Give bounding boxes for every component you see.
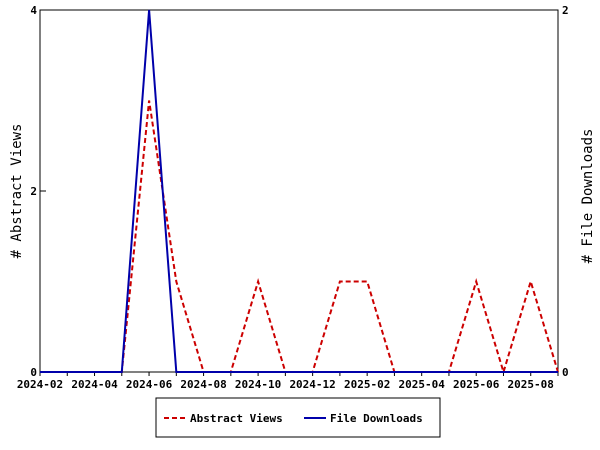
legend-box <box>155 397 441 438</box>
x-tick-label: 2024-08 <box>180 378 226 391</box>
x-tick-label: 2024-12 <box>289 378 335 391</box>
x-tick-label: 2025-06 <box>453 378 500 391</box>
x-tick-label: 2025-02 <box>344 378 390 391</box>
y-axis-right-title: # File Downloads <box>580 129 596 264</box>
series-line-file-downloads <box>40 9 558 373</box>
x-tick-label: 2024-04 <box>71 378 118 391</box>
y-axis-left-title: # Abstract Views <box>9 124 25 259</box>
series-group <box>40 9 559 376</box>
x-tick-label: 2024-06 <box>126 378 173 391</box>
y-right-tick-label: 2 <box>562 4 569 17</box>
legend-label-abstract-views: Abstract Views <box>190 412 283 425</box>
y-left-tick-label: 2 <box>30 185 37 198</box>
x-tick-label: 2024-10 <box>235 378 281 391</box>
x-axis: 2024-02 2024-04 2024-06 2024-08 2024-10 2024-… <box>17 372 559 391</box>
x-tick-label: 2024-02 <box>17 378 63 391</box>
plot-area <box>39 9 559 373</box>
x-tick-label: 2025-08 <box>508 378 554 391</box>
x-tick-label: 2025-04 <box>399 378 446 391</box>
legend: Abstract Views File Downloads <box>155 397 441 438</box>
legend-label-file-downloads: File Downloads <box>330 412 423 425</box>
y-right-tick-label: 0 <box>562 366 569 379</box>
y-left-tick-label: 4 <box>30 4 37 17</box>
y-left-tick-label: 0 <box>30 366 37 379</box>
series-line-abstract-views <box>40 100 559 376</box>
